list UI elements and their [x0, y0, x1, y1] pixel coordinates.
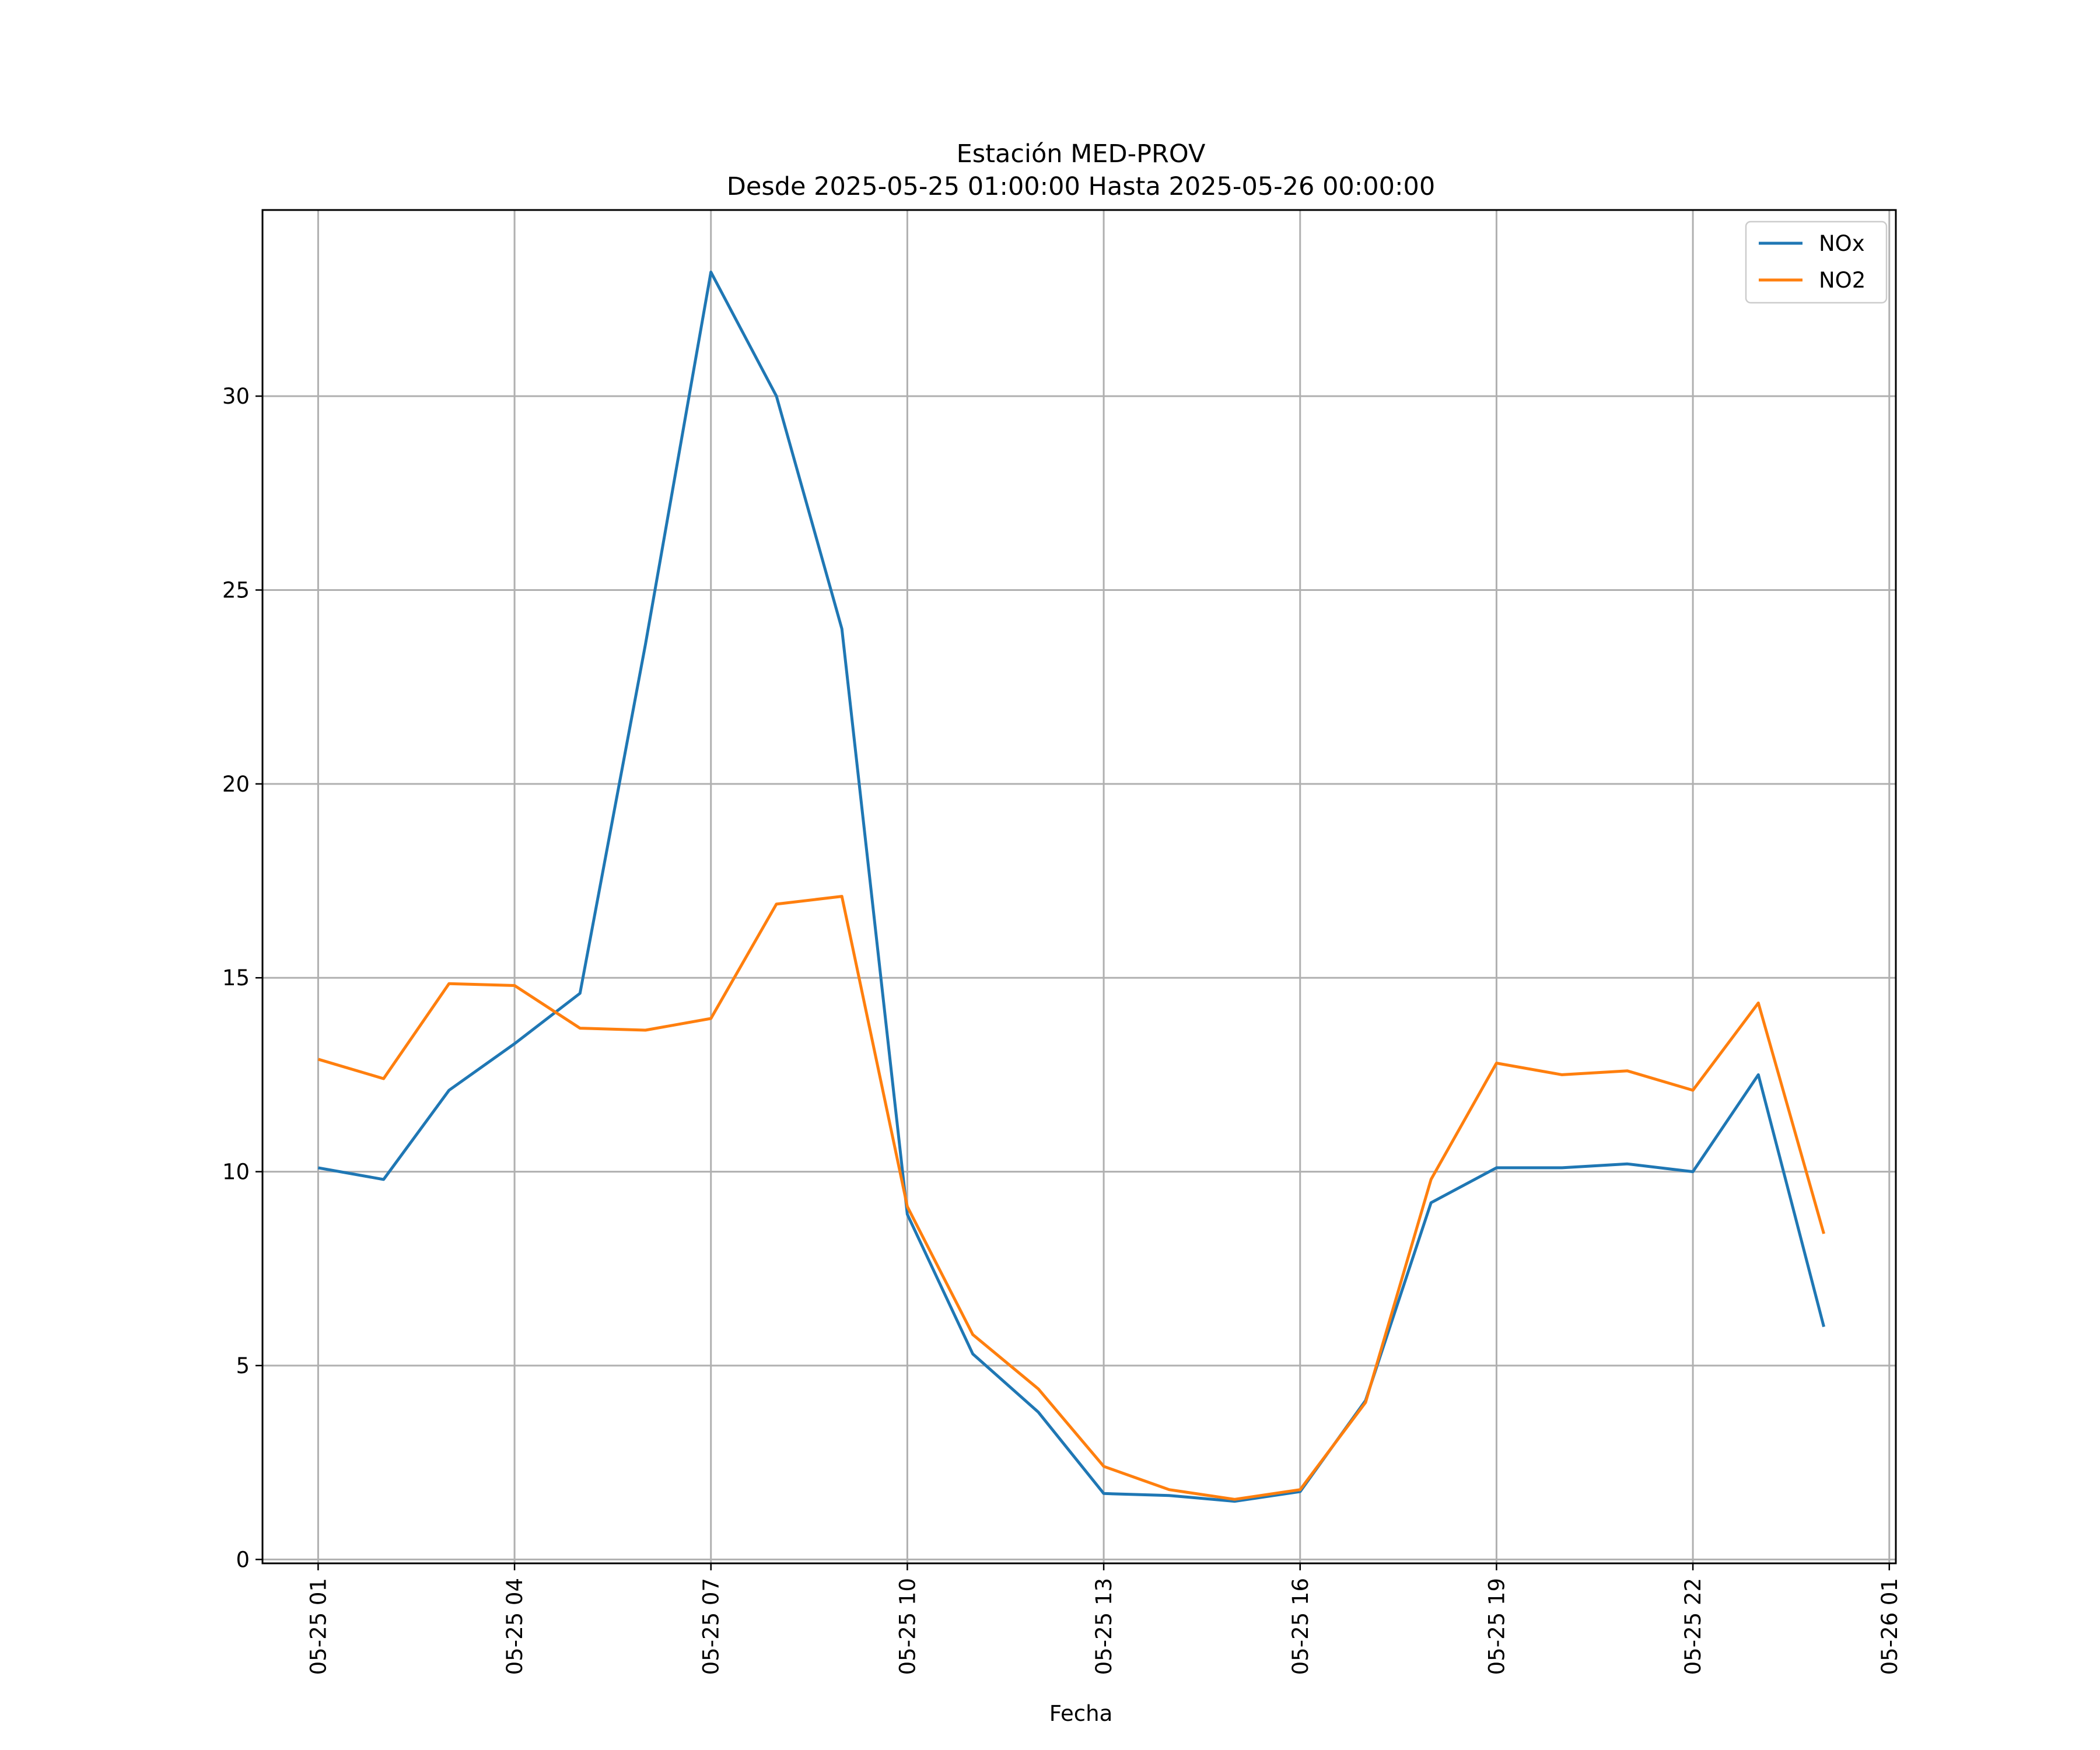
legend: NOx NO2 — [1745, 220, 1888, 304]
x-tick-label: 05-25 19 — [1484, 1578, 1509, 1675]
y-tick-label: 10 — [222, 1160, 250, 1185]
x-tick-label: 05-25 10 — [895, 1578, 920, 1675]
y-tick-label: 5 — [236, 1353, 250, 1378]
y-tick-label: 25 — [222, 578, 250, 603]
legend-label-no2: NO2 — [1819, 268, 1866, 293]
x-axis-label: Fecha — [1049, 1701, 1113, 1726]
legend-label-nox: NOx — [1819, 231, 1865, 256]
y-tick-label: 0 — [236, 1547, 250, 1572]
series-line-no2 — [317, 895, 1826, 1501]
x-tick-label: 05-25 22 — [1681, 1578, 1706, 1675]
y-tick-label: 20 — [222, 772, 250, 797]
y-tick-label: 30 — [222, 384, 250, 409]
x-tick-label: 05-25 16 — [1288, 1578, 1313, 1675]
x-tick-label: 05-25 01 — [306, 1578, 331, 1675]
series-line-nox — [317, 270, 1826, 1503]
x-tick-label: 05-26 01 — [1877, 1578, 1902, 1675]
x-tick-label: 05-25 04 — [502, 1578, 527, 1675]
axis-ticks: 05-25 01 05-25 04 05-25 07 05-25 10 05-25 13… — [222, 384, 1902, 1675]
plot-frame — [261, 209, 1897, 1564]
chart-subtitle: Desde 2025-05-25 01:00:00 Hasta 2025-05-… — [727, 172, 1435, 201]
grid — [262, 210, 1896, 1563]
x-tick-label: 05-25 07 — [699, 1578, 724, 1675]
y-tick-label: 15 — [222, 965, 250, 991]
chart-title: Estación MED-PROV — [957, 139, 1206, 169]
series-lines — [317, 270, 1826, 1503]
x-tick-label: 05-25 13 — [1091, 1578, 1116, 1675]
